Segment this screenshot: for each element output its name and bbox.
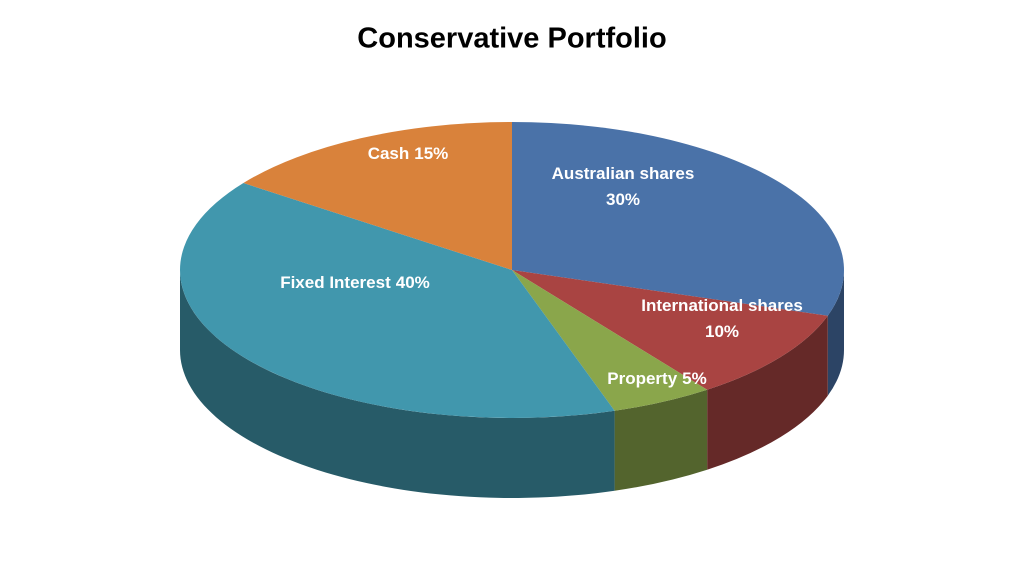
label-category: Australian shares (552, 164, 695, 183)
slice-side (614, 389, 708, 491)
slice-side (707, 315, 828, 470)
chart-title: Conservative Portfolio (357, 23, 666, 55)
slice (243, 122, 512, 270)
slice (512, 270, 708, 411)
data-label: Property 5% (607, 369, 707, 388)
label-category: International shares (641, 296, 803, 315)
slice (512, 122, 845, 316)
slice-side (827, 270, 844, 396)
slice (179, 183, 615, 418)
label-category: Cash (368, 144, 410, 163)
label-value: 40% (396, 273, 430, 292)
data-label: International shares 10% (641, 296, 803, 341)
data-label: Fixed Interest 40% (280, 273, 430, 292)
label-value: 10% (705, 322, 739, 341)
slice-side (180, 270, 615, 498)
data-label: Australian shares 30% (552, 164, 695, 209)
label-category: Property (607, 369, 677, 388)
data-label: Cash 15% (368, 144, 449, 163)
label-value: 5% (682, 369, 707, 388)
label-value: 30% (606, 190, 640, 209)
label-category: Fixed Interest (280, 273, 391, 292)
label-value: 15% (414, 144, 448, 163)
slice (512, 270, 828, 390)
